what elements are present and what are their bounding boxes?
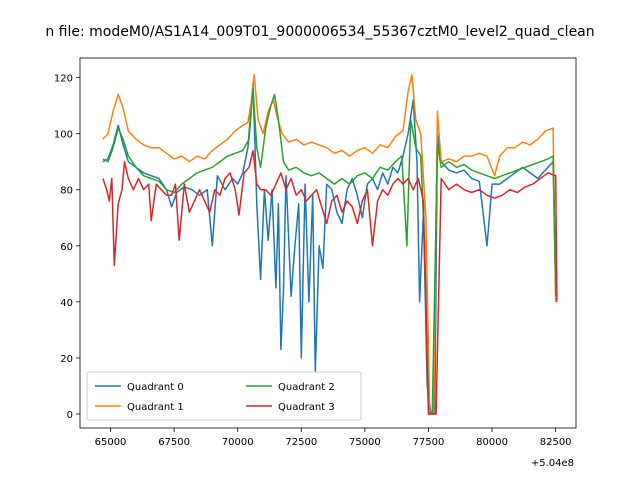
x-tick-label: 65000 — [95, 437, 127, 448]
series-line-2 — [102, 88, 557, 415]
series-line-1 — [102, 74, 557, 415]
x-tick-label: 70000 — [222, 437, 254, 448]
plot-lines — [102, 74, 558, 415]
legend-box — [86, 371, 362, 421]
x-tick-label: 77500 — [413, 437, 445, 448]
x-tick-label: 67500 — [158, 437, 190, 448]
y-tick-label: 120 — [54, 74, 73, 85]
legend-label-2: Quadrant 2 — [278, 382, 335, 393]
x-offset-label: +5.04e8 — [531, 458, 574, 469]
chart-title: n file: modeM0/AS1A14_009T01_9000006534_… — [45, 24, 594, 40]
y-axis: 0 20 40 60 80 100 120 — [54, 74, 80, 421]
series-line-3 — [102, 149, 558, 415]
y-tick-label: 0 — [67, 410, 73, 421]
x-tick-label: 72500 — [285, 437, 317, 448]
y-tick-label: 100 — [54, 130, 73, 141]
legend: Quadrant 0 Quadrant 1 Quadrant 2 Quadrant 3 — [86, 371, 362, 421]
y-tick-label: 40 — [60, 298, 73, 309]
y-tick-label: 80 — [60, 186, 73, 197]
x-tick-label: 80000 — [476, 437, 508, 448]
series-line-0 — [102, 82, 557, 415]
y-tick-label: 20 — [60, 354, 73, 365]
x-tick-label: 75000 — [349, 437, 381, 448]
legend-label-1: Quadrant 1 — [127, 402, 184, 413]
axes-frame — [79, 57, 577, 429]
legend-label-3: Quadrant 3 — [278, 402, 335, 413]
y-tick-label: 60 — [60, 242, 73, 253]
legend-label-0: Quadrant 0 — [127, 382, 184, 393]
x-axis: 65000 67500 70000 72500 75000 77500 80000 82500 — [95, 428, 572, 448]
x-tick-label: 82500 — [540, 437, 572, 448]
